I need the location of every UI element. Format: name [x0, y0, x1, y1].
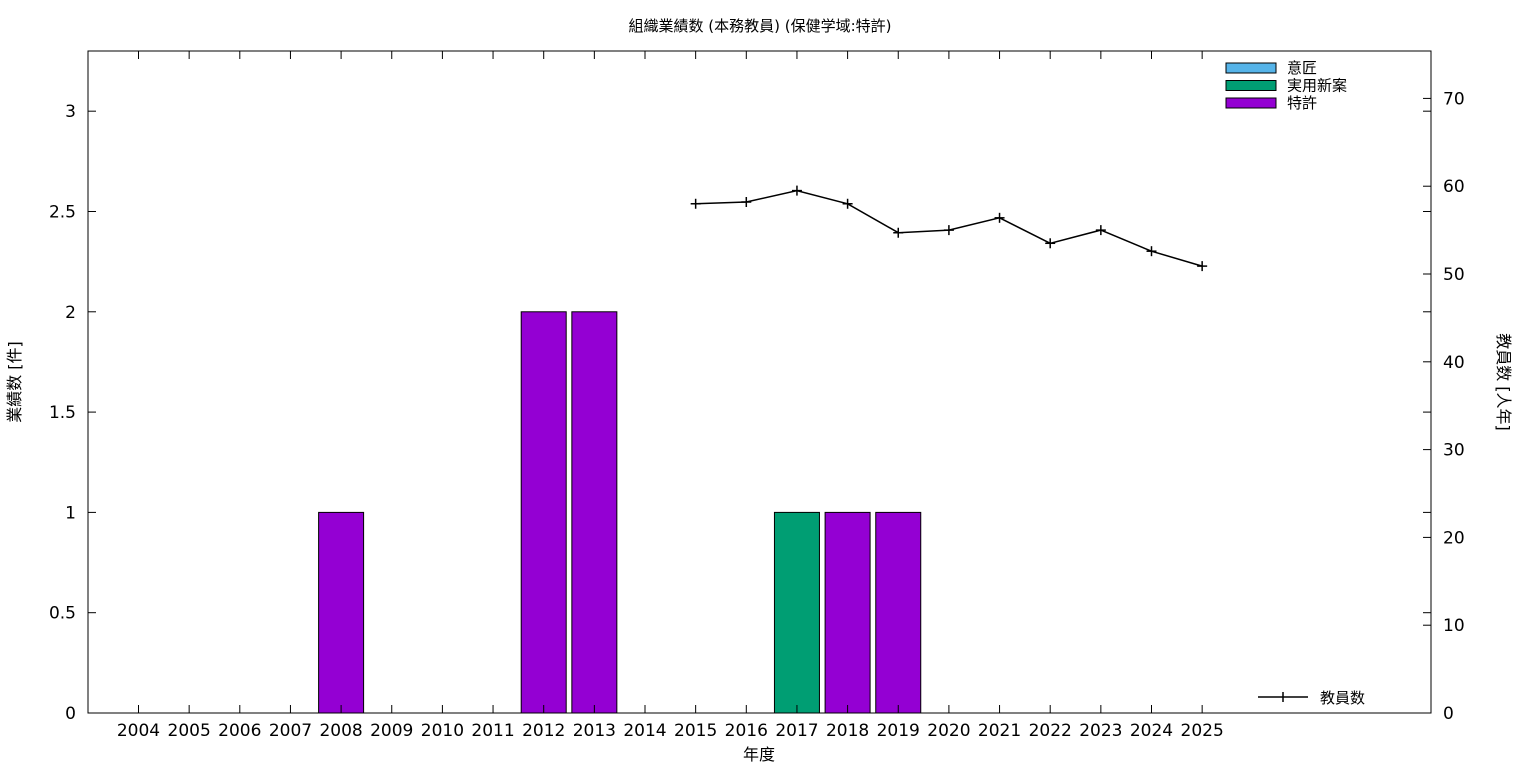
x-tick-label: 2015 [674, 721, 717, 741]
legend-swatch [1225, 97, 1277, 109]
legend-label: 特許 [1287, 94, 1317, 112]
y2-tick-label: 10 [1443, 616, 1465, 636]
line-point-2020 [943, 225, 954, 236]
y-tick-label: 0 [65, 704, 76, 724]
x-tick-label: 2023 [1079, 721, 1122, 741]
x-tick-label: 2022 [1029, 721, 1072, 741]
legend-swatch [1225, 62, 1277, 74]
x-tick-label: 2008 [319, 721, 362, 741]
y2-tick-label: 30 [1443, 441, 1465, 461]
x-tick-label: 2007 [269, 721, 312, 741]
y-tick-label: 0.5 [49, 604, 76, 624]
x-tick-label: 2016 [725, 721, 768, 741]
line-legend-label: 教員数 [1320, 689, 1365, 707]
x-tick-label: 2005 [168, 721, 211, 741]
y2-tick-label: 60 [1443, 177, 1465, 197]
y2-axis-title: 教員数 [人年] [1494, 333, 1513, 431]
x-tick-label: 2009 [370, 721, 413, 741]
y2-axis-ticks: 0 10 20 30 40 50 60 70 [1423, 89, 1465, 724]
line-series-group [690, 185, 1208, 272]
line-point-2024 [1146, 246, 1157, 257]
line-point-2015 [690, 198, 701, 209]
x-tick-label: 2012 [522, 721, 565, 741]
line-point-2025 [1197, 261, 1208, 272]
y2-tick-label: 50 [1443, 265, 1465, 285]
line-point-2019 [893, 227, 904, 238]
bar-2019 [875, 511, 922, 714]
legend-label: 意匠 [1287, 59, 1317, 77]
y-tick-label: 1.5 [49, 403, 76, 423]
chart-title: 組織業績数 (本務教員) (保健学域:特許) [629, 17, 892, 35]
legend-swatch [1225, 80, 1277, 91]
line-point-2018 [842, 198, 853, 209]
legend-label: 実用新案 [1287, 77, 1347, 95]
bar-2008 [318, 511, 365, 714]
y2-tick-label: 0 [1443, 704, 1454, 724]
x-tick-label: 2025 [1181, 721, 1224, 741]
x-tick-label: 2019 [877, 721, 920, 741]
y-tick-label: 3 [65, 102, 76, 122]
x-axis-title: 年度 [743, 745, 775, 764]
y-axis-title: 業績数 [件] [5, 341, 24, 423]
plot-frame [87, 50, 1432, 714]
y-tick-label: 1 [65, 503, 76, 523]
x-tick-label: 2014 [623, 721, 666, 741]
bar-2017 [773, 511, 820, 714]
line-point-2022 [1045, 238, 1056, 249]
x-tick-label: 2006 [218, 721, 261, 741]
x-tick-label: 2013 [573, 721, 616, 741]
line-point-2023 [1095, 225, 1106, 236]
line-point-2016 [741, 197, 752, 208]
line-legend: 教員数 [1258, 689, 1365, 707]
line-point-2021 [994, 212, 1005, 223]
x-tick-label: 2021 [978, 721, 1021, 741]
y-axis-ticks: 0 0.5 1 1.5 2 2.5 3 [49, 102, 1431, 724]
x-tick-label: 2011 [471, 721, 514, 741]
y2-tick-label: 70 [1443, 89, 1465, 109]
line-point-2017 [791, 185, 802, 196]
x-tick-label: 2010 [421, 721, 464, 741]
x-tick-label: 2024 [1130, 721, 1173, 741]
x-tick-label: 2018 [826, 721, 869, 741]
y-tick-label: 2.5 [49, 202, 76, 222]
x-tick-label: 2020 [927, 721, 970, 741]
bar-2013 [571, 311, 618, 714]
x-tick-label: 2017 [775, 721, 818, 741]
bar-2012 [520, 311, 567, 714]
y-tick-label: 2 [65, 303, 76, 323]
x-tick-label: 2004 [117, 721, 160, 741]
y2-tick-label: 20 [1443, 528, 1465, 548]
y2-tick-label: 40 [1443, 353, 1465, 373]
x-axis-ticks: 2004 2005 2006 2007 2008 2009 2010 2011 2012 2013… [117, 51, 1224, 741]
bar-2018 [824, 511, 871, 714]
bars-group [318, 311, 922, 714]
